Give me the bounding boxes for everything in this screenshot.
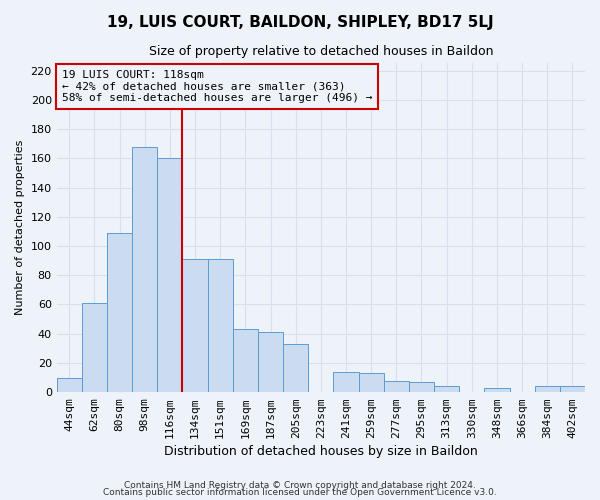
Bar bbox=[409, 382, 434, 392]
X-axis label: Distribution of detached houses by size in Baildon: Distribution of detached houses by size … bbox=[164, 444, 478, 458]
Text: 19, LUIS COURT, BAILDON, SHIPLEY, BD17 5LJ: 19, LUIS COURT, BAILDON, SHIPLEY, BD17 5… bbox=[107, 15, 493, 30]
Title: Size of property relative to detached houses in Baildon: Size of property relative to detached ho… bbox=[149, 45, 493, 58]
Text: Contains public sector information licensed under the Open Government Licence v3: Contains public sector information licen… bbox=[103, 488, 497, 497]
Bar bbox=[258, 332, 283, 392]
Bar bbox=[384, 380, 409, 392]
Bar bbox=[535, 386, 560, 392]
Bar bbox=[157, 158, 182, 392]
Bar bbox=[56, 378, 82, 392]
Bar bbox=[233, 330, 258, 392]
Y-axis label: Number of detached properties: Number of detached properties bbox=[15, 140, 25, 316]
Bar bbox=[283, 344, 308, 392]
Bar bbox=[82, 303, 107, 392]
Bar bbox=[359, 373, 384, 392]
Bar bbox=[107, 233, 132, 392]
Bar bbox=[484, 388, 509, 392]
Bar bbox=[560, 386, 585, 392]
Bar bbox=[434, 386, 459, 392]
Bar bbox=[208, 259, 233, 392]
Bar bbox=[182, 259, 208, 392]
Bar bbox=[334, 372, 359, 392]
Bar bbox=[132, 146, 157, 392]
Text: Contains HM Land Registry data © Crown copyright and database right 2024.: Contains HM Land Registry data © Crown c… bbox=[124, 480, 476, 490]
Text: 19 LUIS COURT: 118sqm
← 42% of detached houses are smaller (363)
58% of semi-det: 19 LUIS COURT: 118sqm ← 42% of detached … bbox=[62, 70, 373, 103]
